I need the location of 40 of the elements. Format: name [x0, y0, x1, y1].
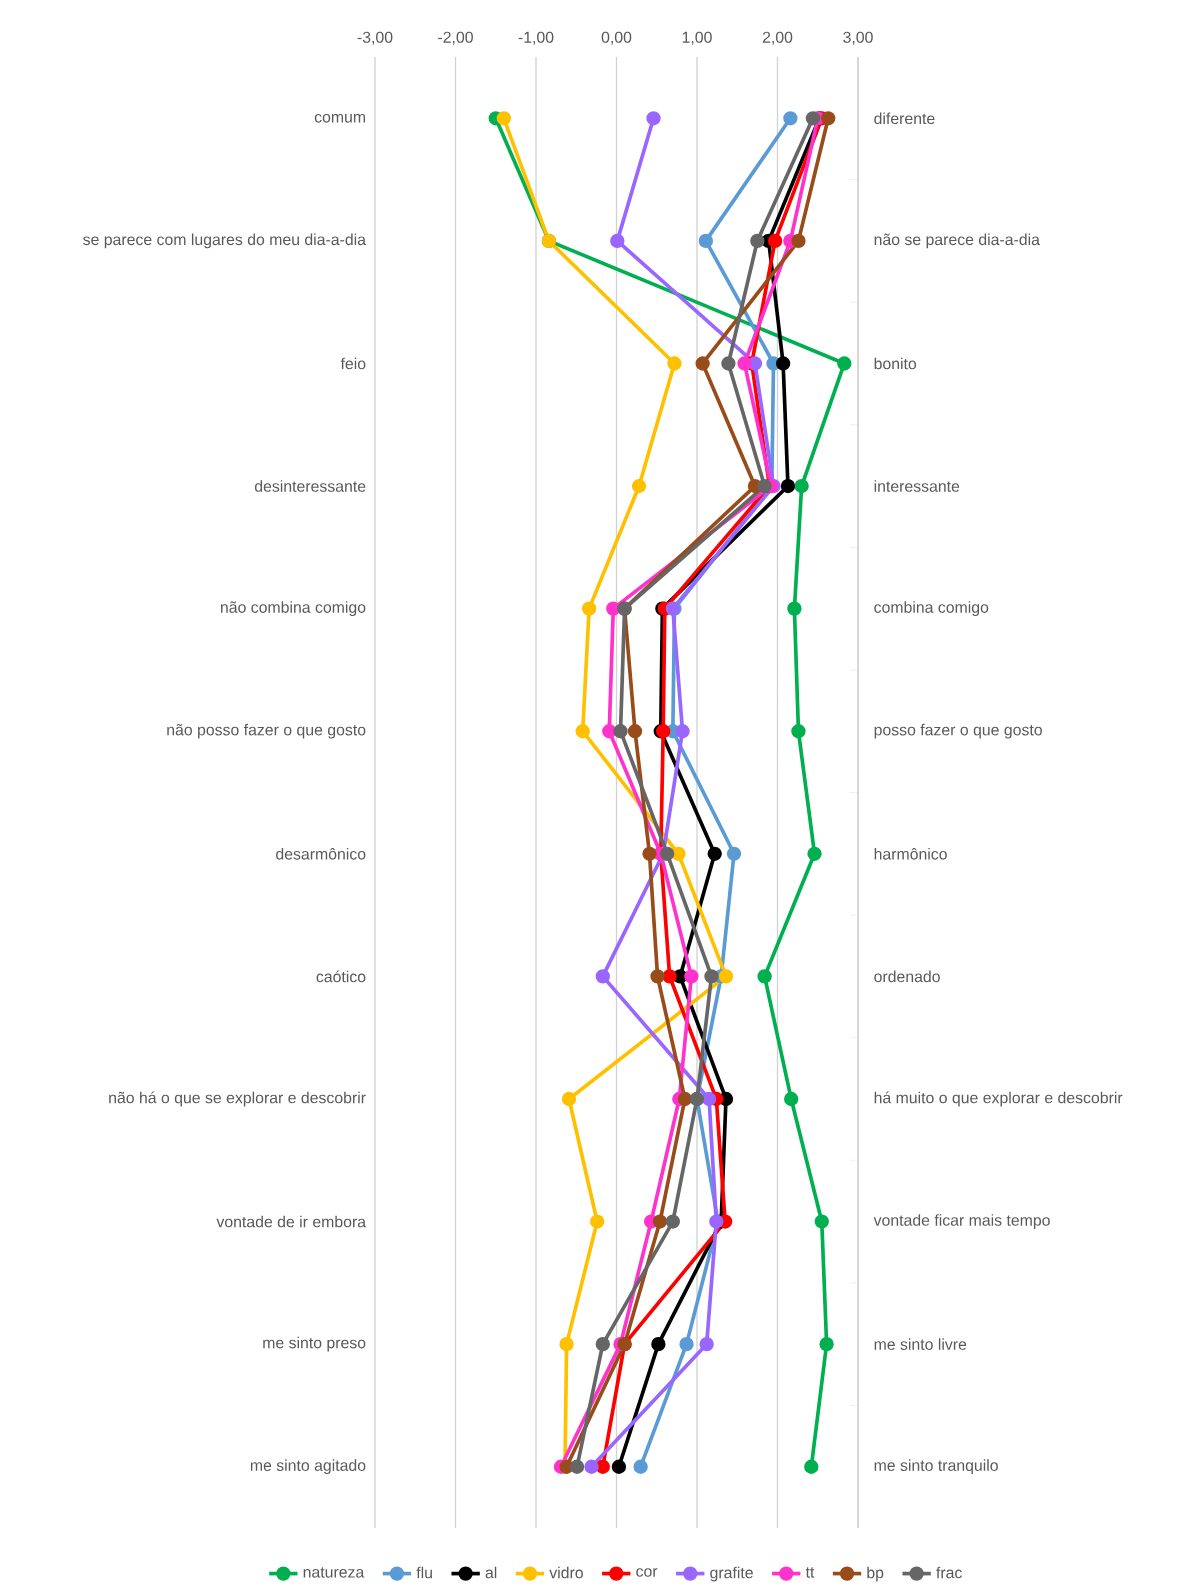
y2-tick-label: me sinto tranquilo [874, 1459, 998, 1475]
legend-label: natureza [303, 1567, 365, 1578]
y2-tick-label: não se parece dia-a-dia [874, 233, 1040, 249]
y2-tick-label: me sinto livre [874, 1338, 967, 1350]
y-tick-label: não há o que se explorar e descobrir [109, 1091, 366, 1107]
y-tick-label: feio [340, 357, 366, 370]
y2-tick-label: posso fazer o que gosto [874, 723, 1042, 739]
y-tick-label: me sinto agitado [250, 1459, 366, 1475]
x-tick-label: 0,00 [601, 31, 632, 45]
x-tick-label: -2,00 [438, 31, 473, 45]
x-tick-label: 3,00 [843, 31, 873, 45]
y2-tick-label: vontade ficar mais tempo [873, 1214, 1050, 1229]
y2-tick-label: diferente [874, 112, 935, 125]
legend-label: flu [416, 1566, 432, 1579]
y2-tick-label: há muito o que explorar e descobrir [874, 1091, 1123, 1107]
legend-label: tt [805, 1567, 815, 1578]
y-tick-label: desinteressante [254, 480, 366, 492]
x-tick-label: 2,00 [762, 31, 793, 45]
y2-tick-label: bonito [874, 357, 917, 370]
legend-label: bp [867, 1566, 884, 1582]
y-tick-label: se parece com lugares do meu dia-a-dia [83, 233, 366, 249]
y-tick-label: comum [314, 113, 365, 123]
y2-tick-label: ordenado [874, 970, 940, 983]
y2-tick-label: combina comigo [874, 601, 989, 617]
y-tick-label: vontade de ir embora [216, 1215, 367, 1228]
y-tick-label: desarmônico [276, 847, 366, 860]
y2-tick-label: harmônico [874, 847, 947, 860]
y-tick-label: não posso fazer o que gosto [167, 723, 366, 739]
legend-label: frac [936, 1566, 962, 1579]
y-tick-label: caótico [316, 970, 366, 983]
legend-label: grafite [710, 1566, 753, 1582]
x-tick-label: -1,00 [518, 31, 554, 45]
x-tick-label: 1,00 [682, 31, 712, 45]
y-tick-label: não combina comigo [221, 601, 366, 617]
legend-label: vidro [549, 1566, 583, 1579]
legend-label: cor [636, 1568, 658, 1577]
legend-label: al [485, 1566, 497, 1579]
y-tick-label: me sinto preso [263, 1336, 366, 1352]
y2-tick-label: interessante [874, 480, 960, 492]
x-tick-label: -3,00 [357, 31, 393, 45]
